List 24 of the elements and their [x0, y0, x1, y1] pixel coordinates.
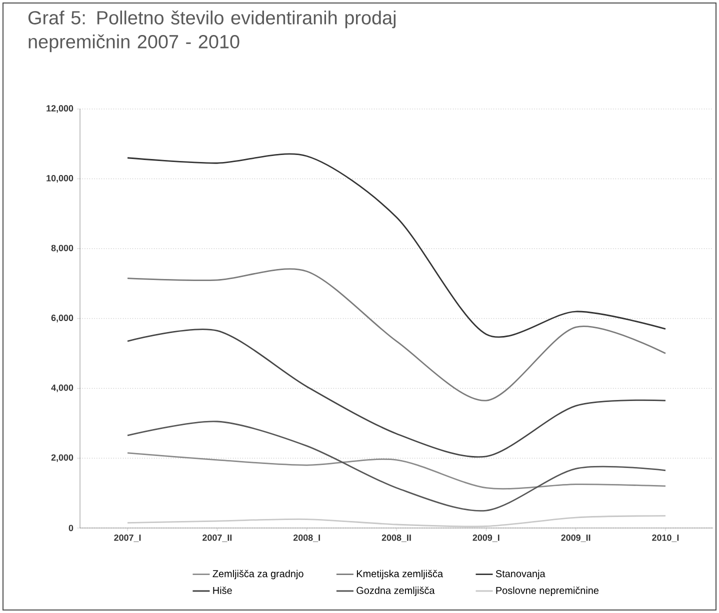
x-tick-label: 2008_I: [293, 534, 320, 542]
chart-title: Graf 5: Polletno število evidentiranih prodaj nepremičnin 2007 - 2010: [28, 10, 396, 52]
y-tick-label: 6,000: [51, 314, 74, 322]
y-tick-label: 10,000: [46, 175, 74, 183]
y-tick-label: 12,000: [46, 105, 74, 113]
line-series: [126, 452, 666, 490]
y-tick-label: 2,000: [51, 454, 74, 462]
x-tick-label: 2009_II: [561, 534, 590, 542]
y-tick-label: 0: [68, 524, 74, 532]
legend-label: Stanovanja: [496, 570, 546, 580]
x-tick-label: 2010_I: [652, 534, 679, 542]
x-tick-label: 2009_I: [472, 534, 500, 542]
legend-label: Hiše: [213, 586, 232, 594]
line-series: [126, 515, 666, 528]
y-tick-label: 8,000: [51, 244, 74, 252]
line-series: [126, 420, 666, 512]
x-tick-label: 2008_II: [382, 534, 411, 542]
legend-label: Poslovne nepremičnine: [496, 586, 599, 596]
x-tick-label: 2007_I: [114, 534, 141, 542]
legend-label: Zemljišča za gradnjo: [212, 570, 304, 580]
legend-label: Gozdna zemljišča: [356, 586, 435, 596]
y-tick-label: 4,000: [51, 384, 74, 392]
x-tick-label: 2007_II: [202, 534, 232, 542]
legend-label: Kmetijska zemljišča: [356, 570, 444, 580]
